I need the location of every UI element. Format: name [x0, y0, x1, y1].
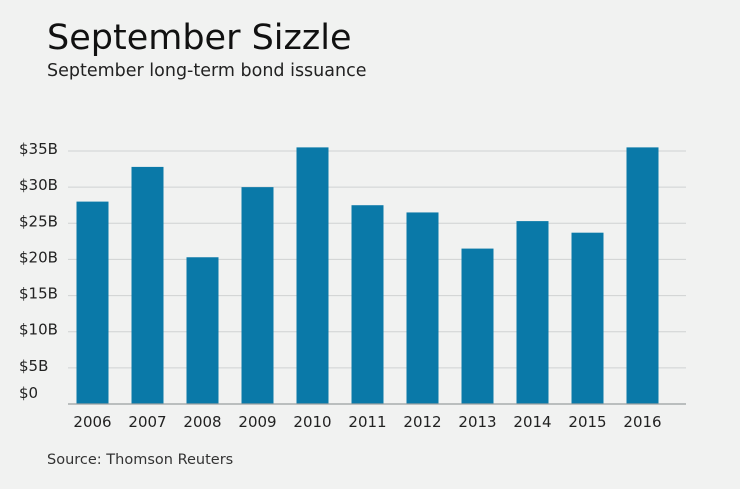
x-tick-label: 2006 [73, 413, 111, 431]
bar-2009 [241, 187, 274, 404]
bar-2016 [626, 147, 659, 404]
source-note: Source: Thomson Reuters [47, 452, 234, 468]
y-tick-label: $20B [19, 248, 58, 266]
x-tick-label: 2010 [293, 413, 331, 431]
y-tick-label: $10B [19, 321, 58, 339]
bar-2014 [516, 221, 549, 404]
bar-2012 [406, 212, 439, 404]
bars [76, 147, 659, 404]
y-tick-label: $0 [19, 384, 38, 402]
y-axis-ticks: $0 $5B $10B $15B $20B $25B $30B $35B [19, 140, 58, 402]
bar-2010 [296, 147, 329, 404]
bar-2007 [131, 166, 164, 404]
x-tick-label: 2015 [568, 413, 606, 431]
bar-2013 [461, 248, 494, 404]
y-tick-label: $25B [19, 212, 58, 230]
x-tick-label: 2011 [348, 413, 386, 431]
x-tick-label: 2013 [458, 413, 496, 431]
bar-2008 [186, 257, 219, 404]
x-tick-label: 2009 [238, 413, 276, 431]
chart-title: September Sizzle [47, 18, 352, 58]
x-tick-label: 2014 [513, 413, 551, 431]
bar-2015 [571, 232, 604, 404]
x-tick-label: 2008 [183, 413, 221, 431]
y-tick-label: $15B [19, 285, 58, 303]
y-tick-label: $5B [19, 357, 48, 375]
x-tick-label: 2007 [128, 413, 166, 431]
y-tick-label: $35B [19, 140, 58, 158]
x-axis-ticks: 2006 2007 2008 2009 2010 2011 2012 2013 2014 2015… [73, 413, 661, 431]
bar-2011 [351, 205, 384, 404]
chart-subtitle: September long-term bond issuance [47, 61, 367, 81]
x-tick-label: 2016 [623, 413, 661, 431]
y-tick-label: $30B [19, 176, 58, 194]
x-tick-label: 2012 [403, 413, 441, 431]
bar-2006 [76, 201, 109, 404]
